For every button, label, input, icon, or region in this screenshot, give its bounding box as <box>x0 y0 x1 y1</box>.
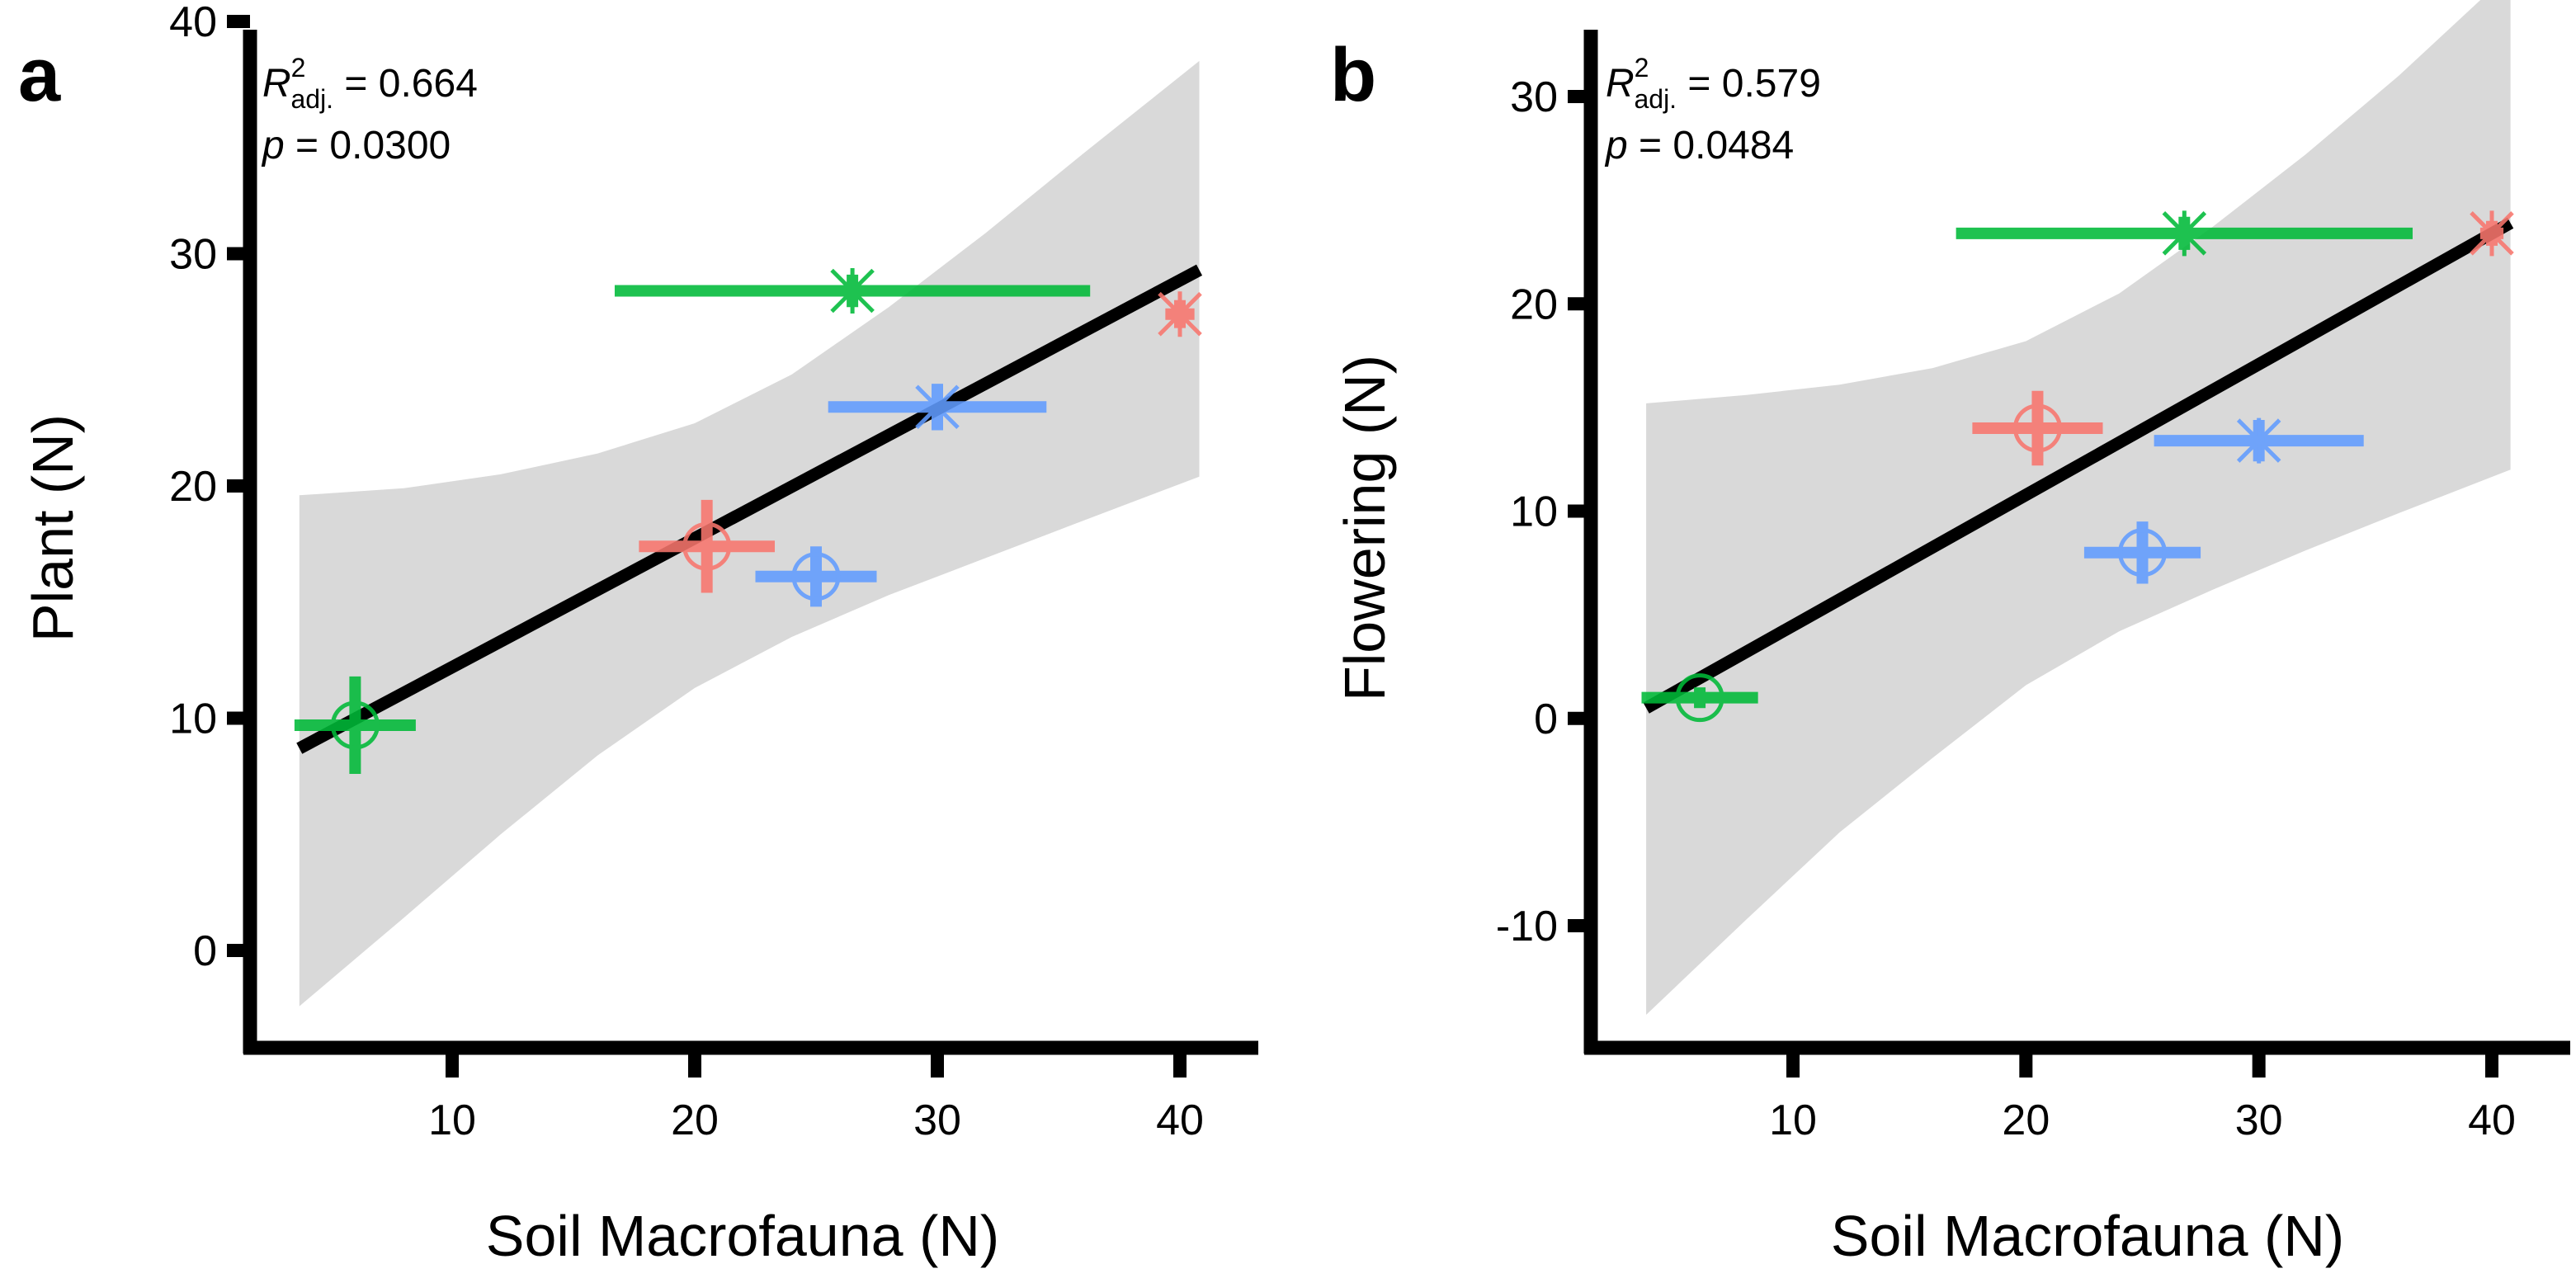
panel-b-y-axis-title: Flowering (N) <box>1333 355 1397 701</box>
panel-a-point-6-asterisk-marker <box>915 384 960 430</box>
panel-a-p-value: = 0.0300 <box>285 124 451 167</box>
panel-a-point-4-asterisk-marker <box>1158 291 1202 337</box>
panel-a-r2-annotation: R2 adj. = 0.664 <box>262 53 478 114</box>
panel-b-y-tick-label-2: 0 <box>1534 696 1558 743</box>
panel-a-r2-value: = 0.664 <box>333 62 478 106</box>
panel-a-y-ticks: 0 10 20 30 40 <box>169 0 250 975</box>
panel-a-x-tick-label-2: 20 <box>671 1096 719 1144</box>
panel-a-point-6 <box>828 384 1047 431</box>
panel-b-fit-line <box>1643 217 2514 714</box>
panel-a-fit-line <box>296 264 1203 754</box>
panel-b-r2-symbol: R <box>1606 62 1635 106</box>
panel-b-y-ticks: -10 0 10 20 30 <box>1496 73 1591 950</box>
panel-a-point-5 <box>755 546 877 607</box>
panel-a-r2-superscript: 2 <box>291 53 306 83</box>
panel-a-x-ticks: 10 20 30 40 <box>428 1048 1204 1144</box>
panel-a-y-tick-label-4: 30 <box>169 231 217 279</box>
panel-a-points <box>294 268 1202 775</box>
panel-b-point-4-asterisk-marker <box>2470 210 2514 257</box>
panel-a-point-1 <box>294 676 416 775</box>
panel-b-p-symbol: p <box>1604 124 1628 167</box>
panel-b-x-tick-label-4: 40 <box>2468 1096 2516 1144</box>
panel-a-point-3-circle-marker <box>682 521 732 571</box>
panel-a-point-3 <box>639 499 776 593</box>
panel-b-point-1-circle-marker <box>1675 673 1724 723</box>
panel-b-point-5 <box>2083 521 2201 584</box>
panel-a-y-tick-label-2: 10 <box>169 696 217 743</box>
panel-a-x-tick-label-4: 40 <box>1156 1096 1204 1144</box>
panel-a-y-tick-label-1: 0 <box>193 927 217 975</box>
panel-b-point-3-circle-marker <box>2012 403 2062 453</box>
panel-b-point-1 <box>1641 673 1758 723</box>
panel-b-point-6-asterisk-marker <box>2236 417 2281 464</box>
panel-a-r2-subscript: adj. <box>290 84 333 114</box>
panel-a-y-tick-label-5: 40 <box>169 0 217 46</box>
panel-a-y-axis-title: Plant (N) <box>21 414 85 642</box>
panel-b-x-axis-title: Soil Macrofauna (N) <box>1831 1204 2344 1268</box>
panel-a-point-2-asterisk-marker <box>830 268 875 314</box>
panel-b-y-tick-label-1: -10 <box>1496 903 1558 950</box>
panel-b-r2-annotation: R2 adj. = 0.579 <box>1606 53 1821 114</box>
panel-b-x-tick-label-3: 30 <box>2235 1096 2283 1144</box>
panel-a-point-4 <box>1158 291 1202 337</box>
panel-a-point-1-circle-marker <box>330 700 380 750</box>
panel-b-letter: b <box>1330 33 1376 117</box>
panel-b-x-tick-label-2: 20 <box>2002 1096 2050 1144</box>
panel-b: b -10 0 10 20 30 10 20 30 40 R2 adj. = 0.579 p =… <box>1330 0 2570 1268</box>
panel-b-points <box>1641 210 2514 723</box>
panel-a-letter: a <box>18 33 61 117</box>
panel-b-x-tick-label-1: 10 <box>1769 1096 1817 1144</box>
panel-b-y-tick-label-4: 20 <box>1510 281 1558 328</box>
panel-a-y-tick-label-3: 20 <box>169 463 217 511</box>
panel-b-point-6 <box>2154 417 2364 464</box>
panel-b-point-3 <box>1972 390 2103 466</box>
panel-a-x-tick-label-3: 30 <box>913 1096 961 1144</box>
panel-a-p-symbol: p <box>261 124 285 167</box>
panel-a: a 0 10 20 30 40 10 20 30 40 R2 adj. = 0.664 p = … <box>18 0 1258 1268</box>
panel-b-r2-superscript: 2 <box>1635 53 1649 83</box>
panel-b-y-tick-label-5: 30 <box>1510 73 1558 121</box>
panel-a-confidence-band <box>299 60 1200 1007</box>
panel-b-p-annotation: p = 0.0484 <box>1604 124 1794 167</box>
panel-b-p-value: = 0.0484 <box>1628 124 1795 167</box>
panel-a-x-axis-title: Soil Macrofauna (N) <box>486 1204 999 1268</box>
panel-b-confidence-band <box>1646 0 2511 1015</box>
panel-b-y-tick-label-3: 10 <box>1510 488 1558 536</box>
panel-a-x-tick-label-1: 10 <box>428 1096 476 1144</box>
panel-b-point-4 <box>2470 210 2514 257</box>
panel-b-x-ticks: 10 20 30 40 <box>1769 1048 2516 1144</box>
panel-b-r2-value: = 0.579 <box>1677 62 1821 106</box>
panel-a-p-annotation: p = 0.0300 <box>261 124 451 167</box>
panel-a-point-2 <box>614 268 1091 314</box>
panel-b-point-2 <box>1956 210 2413 257</box>
panel-b-point-5-circle-marker <box>2118 528 2167 578</box>
panel-a-point-5-circle-marker <box>791 552 841 601</box>
panel-a-r2-symbol: R <box>262 62 291 106</box>
panel-b-point-2-asterisk-marker <box>2162 210 2207 257</box>
panel-b-r2-subscript: adj. <box>1634 84 1677 114</box>
